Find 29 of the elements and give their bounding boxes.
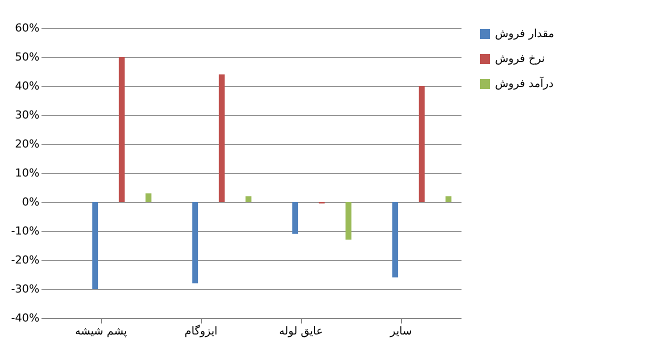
bar bbox=[118, 57, 125, 202]
x-tick-label: ایزوگام bbox=[184, 324, 218, 338]
y-tick-label: 50% bbox=[15, 50, 40, 64]
y-tick-label: -10% bbox=[11, 224, 40, 238]
y-tick-label: -30% bbox=[11, 282, 40, 296]
bar bbox=[146, 193, 152, 202]
legend-label: درآمد فروش bbox=[495, 76, 554, 90]
legend-label: نرخ فروش bbox=[495, 52, 545, 65]
y-tick-label: 20% bbox=[15, 138, 40, 150]
y-tick-label: -20% bbox=[11, 254, 40, 266]
x-tick-label: سایر bbox=[389, 324, 412, 338]
x-tick-label: عایق لوله bbox=[279, 324, 323, 338]
bar bbox=[346, 202, 352, 240]
bar bbox=[392, 202, 398, 278]
y-tick-label: 60% bbox=[15, 22, 40, 34]
bar bbox=[218, 74, 225, 202]
bar bbox=[418, 86, 425, 202]
legend-label: مقدار فروش bbox=[495, 27, 554, 40]
y-tick-label: 10% bbox=[15, 166, 40, 180]
x-tick-label: پشم شیشه bbox=[75, 324, 127, 338]
y-tick-label: 30% bbox=[15, 108, 40, 122]
bar bbox=[246, 196, 252, 202]
y-tick-label: 40% bbox=[15, 80, 40, 92]
y-tick-label: 0% bbox=[22, 196, 40, 208]
bar bbox=[192, 202, 198, 284]
y-tick-label: -40% bbox=[11, 312, 40, 324]
bar bbox=[92, 202, 98, 289]
bar bbox=[292, 202, 298, 234]
bar bbox=[446, 196, 452, 202]
